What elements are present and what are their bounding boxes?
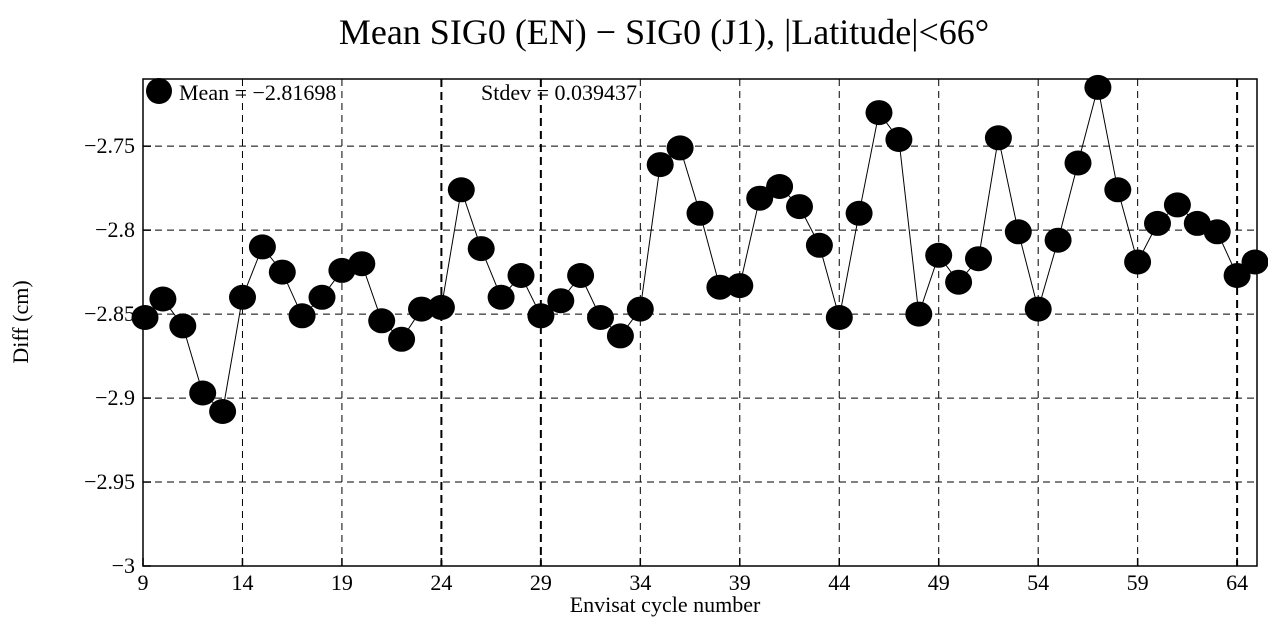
x-tick-label: 54 [1027, 570, 1049, 595]
data-point [507, 263, 535, 288]
data-point [885, 127, 913, 152]
data-point [447, 177, 475, 203]
data-point [726, 273, 754, 299]
x-tick-label: 14 [231, 570, 253, 595]
data-point [686, 200, 714, 226]
data-point [567, 263, 595, 288]
data-point [368, 308, 396, 334]
data-point [467, 236, 495, 262]
y-axis-label: Diff (cm) [8, 280, 33, 363]
data-point [288, 303, 316, 329]
data-point [1024, 296, 1052, 322]
chart-title: Mean SIG0 (EN) − SIG0 (J1), |Latitude|<6… [339, 12, 989, 52]
data-point [865, 100, 893, 126]
x-tick-label: 39 [729, 570, 751, 595]
data-point [427, 294, 455, 320]
data-point [805, 232, 833, 258]
y-tick-label: −2.9 [95, 385, 135, 410]
data-point [1124, 249, 1152, 275]
x-axis: 9 14 19 24 29 34 39 44 49 54 59 64 [138, 558, 1248, 595]
data-point [229, 284, 256, 310]
data-point [268, 259, 296, 285]
data-point [248, 234, 276, 260]
data-point [845, 200, 873, 226]
data-point [925, 242, 953, 268]
data-point [1241, 249, 1268, 275]
data-point [149, 286, 177, 312]
data-point [965, 246, 992, 272]
x-axis-label: Envisat cycle number [570, 592, 761, 617]
grid [143, 79, 1257, 566]
data-point [825, 305, 853, 330]
data-point [348, 251, 376, 277]
data-point [786, 194, 813, 220]
series-markers [131, 74, 1268, 424]
data-point [1203, 219, 1231, 245]
data-point [388, 326, 416, 352]
data-point [131, 305, 159, 330]
x-tick-label: 29 [530, 570, 552, 595]
x-tick-label: 34 [629, 570, 651, 595]
data-point [626, 296, 654, 322]
data-point [1144, 210, 1171, 236]
data-point [1163, 192, 1191, 218]
x-tick-label: 59 [1127, 570, 1149, 595]
data-point [1223, 263, 1251, 288]
legend-label: Mean = −2.81698 [179, 80, 336, 105]
y-axis: −3 −2.95 −2.9 −2.85 −2.8 −2.75 [84, 133, 151, 578]
data-point [646, 152, 674, 178]
data-point [1004, 219, 1032, 245]
y-tick-label: −3 [112, 553, 135, 578]
data-point [189, 380, 217, 406]
data-point [1064, 150, 1092, 176]
series-line [142, 87, 1258, 413]
data-point [1084, 74, 1112, 100]
x-tick-label: 9 [138, 570, 149, 595]
legend-marker [146, 78, 172, 104]
data-point [905, 301, 933, 327]
data-point [408, 296, 435, 322]
y-tick-label: −2.8 [95, 217, 135, 242]
x-tick-label: 24 [430, 570, 452, 595]
data-point [984, 125, 1012, 151]
data-point [666, 135, 694, 161]
data-point [209, 399, 237, 424]
data-point [1104, 177, 1132, 203]
x-tick-label: 64 [1226, 570, 1248, 595]
data-point [487, 284, 515, 310]
x-tick-label: 44 [828, 570, 850, 595]
data-point [169, 313, 197, 339]
stdev-annotation: Stdev = 0.039437 [481, 80, 637, 105]
x-tick-label: 19 [331, 570, 353, 595]
data-point [1044, 227, 1072, 253]
data-point [945, 269, 973, 295]
data-point [527, 303, 555, 329]
x-tick-label: 49 [928, 570, 950, 595]
y-tick-label: −2.95 [84, 469, 135, 494]
data-point [766, 174, 794, 199]
data-point [706, 274, 734, 300]
data-point [547, 288, 575, 314]
y-tick-label: −2.85 [84, 301, 135, 326]
data-point [308, 284, 336, 310]
data-point [587, 305, 614, 330]
data-point [746, 185, 774, 211]
data-point [606, 323, 634, 349]
y-tick-label: −2.75 [84, 133, 135, 158]
